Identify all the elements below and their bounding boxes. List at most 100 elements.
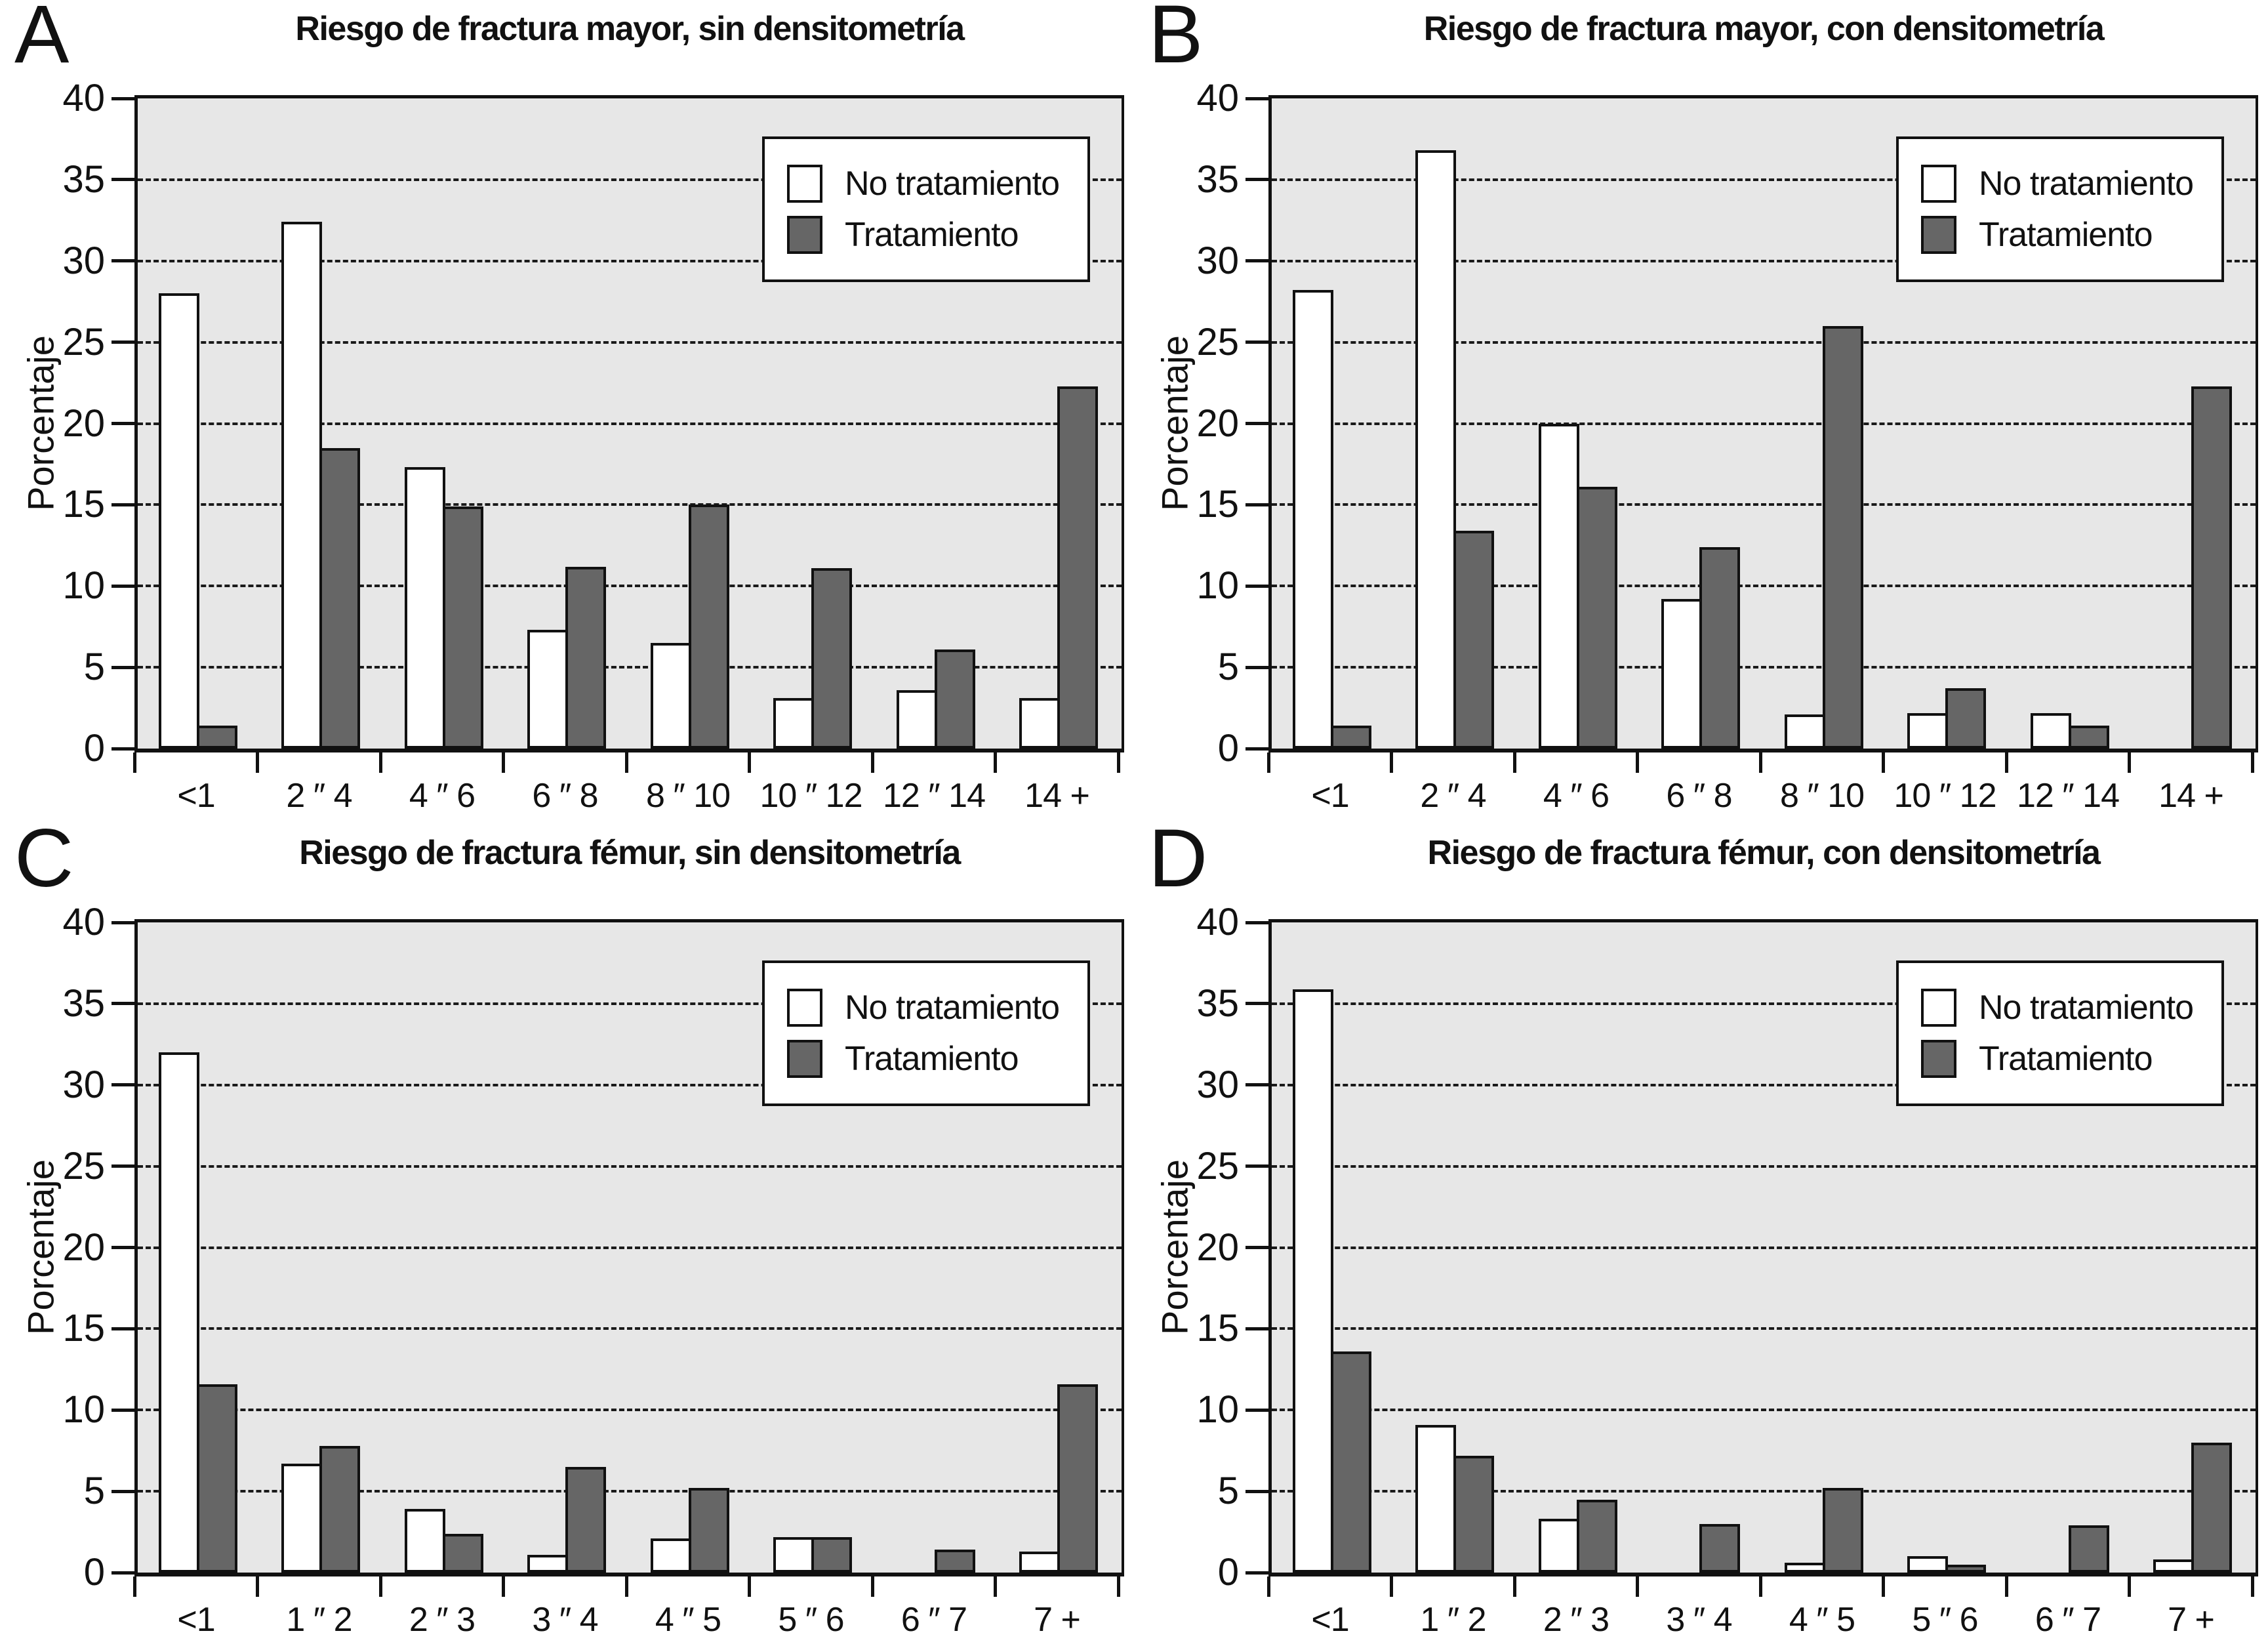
bar-tratamiento <box>1057 386 1099 749</box>
x-axis-tick <box>256 1576 259 1597</box>
legend-item-tratamiento: Tratamiento <box>787 211 1087 258</box>
legend-label: Tratamiento <box>1979 1040 2153 1078</box>
y-tick-label: 0 <box>1217 1551 1239 1594</box>
y-gridline <box>1272 178 2256 181</box>
x-axis-tick <box>870 752 874 773</box>
legend-swatch-tratamiento <box>1921 1040 1956 1078</box>
x-tick-label: <1 <box>177 777 215 815</box>
bar-tratamiento <box>934 649 975 749</box>
x-tick-label: 6 ″ 8 <box>532 777 598 815</box>
x-tick-label: 4 ″ 5 <box>1789 1601 1855 1639</box>
y-axis-tick <box>111 1164 134 1168</box>
y-gridline <box>138 1083 1122 1086</box>
y-axis-tick <box>111 503 134 506</box>
bar-no-tratamiento <box>773 1536 815 1573</box>
bar-no-tratamiento <box>1292 290 1333 749</box>
legend-swatch-tratamiento <box>1921 216 1956 254</box>
x-tick-label: 12 ″ 14 <box>2017 777 2120 815</box>
y-tick-label: 40 <box>62 77 105 119</box>
x-axis-tick <box>1116 1576 1120 1597</box>
x-axis-tick <box>502 1576 505 1597</box>
y-tick-label: 30 <box>62 239 105 282</box>
bar-no-tratamiento <box>158 293 199 749</box>
y-tick-label: 35 <box>1196 981 1239 1025</box>
bar-tratamiento <box>811 1536 853 1573</box>
y-gridline <box>138 340 1122 344</box>
bar-tratamiento <box>688 1488 729 1573</box>
bar-no-tratamiento <box>1907 1556 1949 1573</box>
bar-tratamiento <box>319 447 361 749</box>
bar-tratamiento <box>1453 1455 1495 1573</box>
y-axis-tick <box>1245 1246 1268 1249</box>
y-tick-label: 10 <box>1196 1388 1239 1432</box>
y-axis-tick <box>1245 747 1268 751</box>
x-axis-tick <box>994 752 997 773</box>
x-tick-label: 6 ″ 7 <box>2035 1601 2101 1639</box>
x-tick-label: 6 ″ 8 <box>1666 777 1732 815</box>
bar-tratamiento <box>1453 531 1495 749</box>
x-tick-label: 5 ″ 6 <box>778 1601 844 1639</box>
bar-no-tratamiento <box>281 1464 323 1573</box>
x-tick-label: 2 ″ 3 <box>1543 1601 1610 1639</box>
y-axis-tick <box>111 1083 134 1087</box>
x-axis-tick <box>1758 1576 1762 1597</box>
y-tick-label: 25 <box>1196 320 1239 363</box>
x-axis-tick <box>624 752 628 773</box>
x-tick-label: 6 ″ 7 <box>901 1601 967 1639</box>
x-axis-tick <box>624 1576 628 1597</box>
y-gridline <box>138 1327 1122 1330</box>
y-gridline <box>1272 1164 2256 1168</box>
x-axis-tick <box>132 1576 136 1597</box>
y-gridline <box>138 178 1122 181</box>
bar-tratamiento <box>1699 546 1741 749</box>
y-tick-label: 0 <box>83 727 105 770</box>
y-gridline <box>1272 503 2256 506</box>
legend-swatch-tratamiento <box>787 216 822 254</box>
panel-a: A Riesgo de fractura mayor, sin densitom… <box>0 0 1134 824</box>
y-axis-tick <box>111 422 134 425</box>
y-gridline <box>138 1246 1122 1249</box>
chart-title: Riesgo de fractura mayor, sin densitomet… <box>295 10 965 48</box>
legend: No tratamiento Tratamiento <box>762 960 1090 1106</box>
y-axis-tick <box>111 1246 134 1249</box>
y-tick-label: 5 <box>83 646 105 689</box>
y-gridline <box>1272 1002 2256 1005</box>
chart-title: Riesgo de fractura fémur, con densitomet… <box>1427 834 2101 872</box>
y-tick-label: 15 <box>62 1307 105 1350</box>
bar-no-tratamiento <box>281 222 323 749</box>
bar-tratamiento <box>1330 726 1371 749</box>
y-tick-label: 15 <box>62 483 105 526</box>
legend-item-no-tratamiento: No tratamiento <box>787 160 1087 207</box>
legend-label: Tratamiento <box>1979 216 2153 254</box>
x-axis-tick <box>1266 1576 1270 1597</box>
y-axis-tick <box>111 665 134 669</box>
y-tick-label: 40 <box>1196 901 1239 943</box>
panel-letter: D <box>1148 813 1208 904</box>
y-gridline <box>1272 1409 2256 1412</box>
x-axis-tick <box>1882 752 1885 773</box>
bar-tratamiento <box>688 505 729 749</box>
y-axis-tick <box>111 178 134 182</box>
y-gridline <box>138 422 1122 425</box>
legend-item-tratamiento: Tratamiento <box>787 1035 1087 1082</box>
x-tick-label: 2 ″ 4 <box>1420 777 1486 815</box>
y-tick-label: 40 <box>1196 77 1239 119</box>
legend-item-tratamiento: Tratamiento <box>1921 211 2221 258</box>
bar-no-tratamiento <box>773 698 815 749</box>
y-tick-label: 30 <box>62 1063 105 1106</box>
y-tick-label: 10 <box>62 564 105 608</box>
legend-label: Tratamiento <box>845 1040 1019 1078</box>
bar-no-tratamiento <box>1019 698 1061 749</box>
y-axis-tick <box>1245 1571 1268 1575</box>
x-axis-tick <box>502 752 505 773</box>
y-tick-label: 30 <box>1196 1063 1239 1106</box>
bar-tratamiento <box>565 566 607 749</box>
y-tick-label: 15 <box>1196 1307 1239 1350</box>
y-axis-tick <box>1245 178 1268 182</box>
bar-no-tratamiento <box>527 630 569 749</box>
x-axis-tick <box>1390 1576 1393 1597</box>
y-tick-label: 5 <box>1217 1470 1239 1513</box>
legend: No tratamiento Tratamiento <box>1896 136 2224 282</box>
y-gridline <box>1272 340 2256 344</box>
